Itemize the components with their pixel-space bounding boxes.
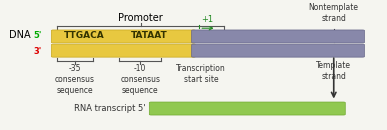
FancyBboxPatch shape [192,44,365,57]
Text: 5': 5' [33,31,42,40]
Text: TATAAT: TATAAT [131,31,168,40]
FancyBboxPatch shape [51,30,195,43]
FancyBboxPatch shape [149,102,345,115]
Text: TTGACA: TTGACA [63,31,104,40]
Text: -10
consensus
sequence: -10 consensus sequence [120,64,160,95]
Text: DNA: DNA [9,30,31,40]
Text: Nontemplate
strand: Nontemplate strand [309,3,359,24]
Text: RNA transcript 5': RNA transcript 5' [74,104,146,113]
Text: Transcription
start site: Transcription start site [176,64,226,84]
Text: +1: +1 [201,15,213,24]
FancyBboxPatch shape [51,44,195,57]
Text: Template
strand: Template strand [316,61,351,81]
Text: Promoter: Promoter [118,13,163,23]
Text: 3': 3' [33,47,41,56]
Text: -35
consensus
sequence: -35 consensus sequence [55,64,95,95]
FancyBboxPatch shape [192,30,365,43]
